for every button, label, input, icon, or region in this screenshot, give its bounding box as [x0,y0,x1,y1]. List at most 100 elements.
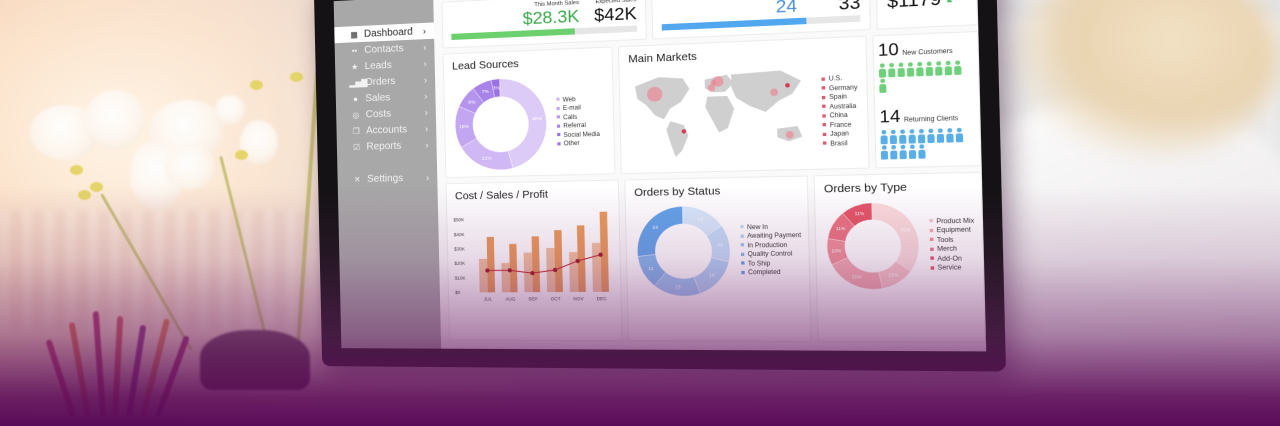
sidebar: ▦ Dashboard › •• Contacts › ★ Leads › ▂▅… [333,0,442,349]
person-icon [899,129,908,143]
svg-text:21%: 21% [852,274,862,280]
svg-text:OCT: OCT [551,296,561,301]
svg-text:7%: 7% [482,88,490,95]
legend-swatch [740,252,745,256]
person-icon [899,145,908,159]
legend-item: Brasil [823,139,858,149]
svg-text:15%: 15% [459,124,470,131]
legend-item: Equipment [929,226,975,236]
orders-by-status-card[interactable]: Orders by Status 14 12 14 15 11 24 New In Awai… [624,175,812,342]
svg-text:$50K: $50K [453,217,464,222]
orders-by-type-donut[interactable]: 35% 12% 21% 10% 11% 11% [822,198,924,293]
legend-swatch [929,228,934,233]
orders-by-type-card[interactable]: Orders by Type 35% 12% 21% 10% 11% 11% Produc… [813,171,986,343]
aov-kpi-card[interactable]: Average Order Value $1179▲ [876,0,978,30]
svg-text:$30K: $30K [454,246,465,251]
person-icon [953,60,962,75]
sales-kpi-card[interactable]: This Month Sales $28.3K Expected Sales $… [441,0,648,49]
legend-swatch [741,261,745,266]
svg-text:14: 14 [697,216,703,221]
svg-text:11%: 11% [855,210,865,216]
legend-item: Awaiting Payment [740,232,801,242]
svg-text:15: 15 [675,284,681,289]
person-icon [880,145,888,159]
legend-swatch [557,133,561,137]
svg-text:46%: 46% [532,116,543,123]
person-icon [897,62,906,77]
donut-slice[interactable] [473,80,495,103]
person-icon [879,79,887,93]
chevron-right-icon: › [424,90,428,102]
dashboard-screen: ▦ Dashboard › •• Contacts › ★ Leads › ▂▅… [333,0,987,352]
copy-icon: ❐ [352,126,360,136]
person-icon [878,63,886,78]
person-icon [946,128,955,143]
coin-icon: ◎ [352,110,360,120]
returning-clients-icons [875,128,968,160]
svg-text:3%: 3% [493,85,501,92]
main-markets-card[interactable]: Main Markets [618,35,870,175]
aov-value: $1179▲ [887,0,967,13]
svg-text:DEC: DEC [596,296,607,301]
dollar-circle-icon: ● [353,94,359,104]
svg-text:24: 24 [652,225,658,230]
legend-swatch [740,234,744,238]
star-icon: ★ [351,61,359,72]
orders-by-status-legend: New In Awaiting Payment In Production Quali… [740,223,802,278]
person-icon [906,62,915,77]
trend-up-icon: ▲ [945,0,955,5]
svg-text:12: 12 [717,242,723,247]
sidebar-item-settings[interactable]: ✕ Settings › [337,169,437,187]
orders-kpi-card[interactable]: This Month Orders 24 Expected Orders 33 [651,0,872,40]
svg-text:21%: 21% [482,155,493,162]
chevron-right-icon: › [424,123,429,134]
person-icon [908,144,917,158]
svg-text:JUL: JUL [484,296,493,301]
window-blinds [0,210,330,330]
person-icon [955,128,964,143]
dashboard-content: This Month Sales $28.3K Expected Sales $… [433,0,987,352]
orders-by-status-donut[interactable]: 14 12 14 15 11 24 [632,202,735,301]
legend-swatch [740,243,745,247]
svg-text:$40K: $40K [454,232,465,237]
donut-slice[interactable] [636,206,683,256]
svg-text:10%: 10% [831,248,841,254]
person-icon [918,144,927,158]
chevron-right-icon: › [423,42,427,53]
svg-text:11: 11 [648,266,654,271]
person-icon [889,130,898,144]
chevron-right-icon: › [422,25,427,37]
legend-swatch [930,256,934,261]
svg-text:$20K: $20K [454,261,465,266]
legend-item: Add-On [930,254,975,264]
svg-text:$10K: $10K [455,275,466,280]
new-customers-count: 10 [877,40,899,61]
legend-swatch [740,225,744,229]
legend-swatch [556,124,561,128]
lead-sources-card[interactable]: Lead Sources 46% 21% 15% 8% 7% 3% Web E-mail Ca… [442,46,616,179]
donut-slice[interactable] [455,106,477,148]
this-month-orders-value: 24 [775,0,798,17]
svg-text:SEP: SEP [528,296,538,301]
expected-orders-value: 33 [838,0,861,14]
donut-slice[interactable] [872,202,920,271]
lead-sources-donut[interactable]: 46% 21% 15% 8% 7%3% [450,73,551,175]
person-icon [916,62,925,77]
customers-card[interactable]: 10 New Customers 14 Returning Clients [871,30,982,169]
main-markets-legend: U.S. Germany Spain Australia China France Japa… [821,74,859,149]
cost-sales-profit-chart[interactable]: $0 $10K $20K $30K $40K $50K JUL AUG SEP OCT NOV DEC [451,202,621,307]
chevron-right-icon: › [424,107,428,118]
expected-sales-value: $42K [593,3,637,26]
person-icon [880,130,888,144]
person-icon [927,129,936,144]
monitor: ▦ Dashboard › •• Contacts › ★ Leads › ▂▅… [313,0,1006,372]
cost-sales-profit-card[interactable]: Cost / Sales / Profit $0 $10K $20K $30K $40K… [445,179,623,342]
chevron-right-icon: › [426,172,430,183]
person-hair [1010,0,1280,160]
person-icon [935,61,944,76]
svg-text:NOV: NOV [573,296,583,301]
person-icon [925,61,934,76]
legend-swatch [556,115,560,119]
world-map[interactable] [626,61,817,165]
